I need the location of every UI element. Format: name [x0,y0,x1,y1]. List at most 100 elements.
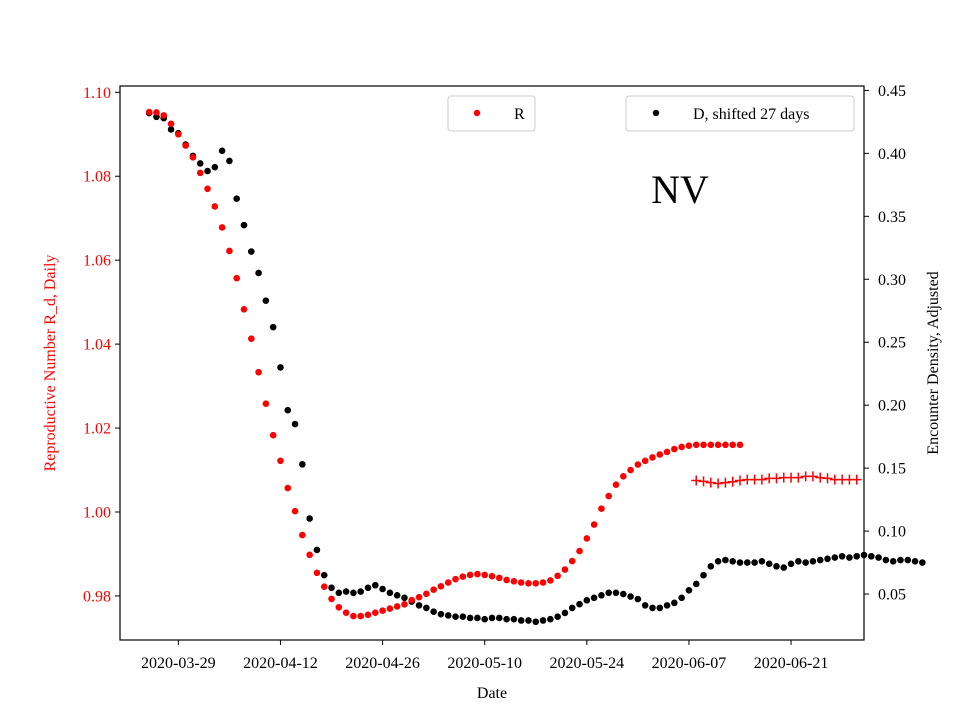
d-point [423,604,430,612]
r-point [656,451,664,458]
right-y-tick-label: 0.20 [878,398,906,415]
d-point [415,602,423,609]
d-point [568,604,576,612]
r-point [561,566,569,573]
left-y-axis-label: Reproductive Number R_d, Daily [42,255,59,472]
d-point [627,593,634,600]
r-point [598,505,605,512]
r-point [525,580,532,587]
r-point [415,593,423,601]
d-point [583,597,591,604]
r-projected-point [756,474,767,485]
r-projected-point [822,473,833,484]
x-axis-label: Date [477,685,507,702]
r-projected-point [713,478,724,489]
r-point [517,579,525,586]
d-point [649,604,656,612]
d-point [904,556,912,564]
d-point [517,617,525,624]
r-point [342,609,350,617]
d-point [255,269,262,277]
d-point [867,552,875,560]
d-point [576,600,583,608]
d-point [269,323,277,331]
x-tick-label: 2020-05-10 [447,655,522,672]
d-point [846,554,853,561]
x-tick-label: 2020-04-12 [243,655,318,672]
d-point [671,599,678,607]
d-point [386,589,394,597]
r-point [488,572,496,580]
r-point [269,431,277,439]
d-point [335,589,343,597]
r-point [474,570,481,578]
r-point [240,305,248,313]
d-point [313,546,321,554]
d-point [539,617,547,624]
right-y-tick-label: 0.15 [878,461,906,478]
r-projected-point [727,476,738,487]
d-point [277,364,284,371]
r-point [357,612,365,620]
d-point [714,558,722,565]
d-point [554,613,561,621]
d-point [882,556,890,564]
d-point [897,556,904,564]
r-point [408,596,416,604]
r-point [320,583,328,590]
r-point [189,154,197,161]
d-point [795,558,802,565]
r-point [678,443,685,451]
r-point [182,142,189,149]
r-point [277,457,284,465]
r-point [262,400,270,408]
r-projected-point [705,477,716,488]
d-point [663,602,671,609]
r-point [393,603,401,610]
r-projected-point [851,474,862,485]
r-point [612,481,620,489]
d-point [437,610,445,618]
right-y-axis-ticks: 0.05 0.10 0.15 0.20 0.25 0.30 0.35 0.40 0.45 [864,83,906,604]
r-point [423,590,430,598]
r-point [685,442,693,449]
r-point [539,579,547,586]
d-point [853,552,861,560]
series-r-projected-marks [691,471,862,489]
r-point [153,109,160,116]
r-point [700,441,707,449]
r-point [583,535,591,542]
r-point [590,521,598,528]
d-point [619,590,627,598]
d-point [889,558,897,565]
d-point [780,564,788,571]
r-point [233,274,241,282]
d-point [590,594,598,602]
legend-r-marker [473,109,481,117]
r-point [692,441,700,449]
right-y-tick-label: 0.10 [878,524,906,541]
d-point [641,602,649,609]
d-point [824,555,831,563]
r-point [313,569,321,577]
r-projected-point [698,476,709,487]
r-point [663,448,671,456]
r-projected-point [691,475,702,486]
r-point [444,579,452,586]
r-point [291,507,299,515]
d-point [532,618,540,626]
r-point [226,247,233,255]
left-y-tick-label: 1.04 [83,337,111,354]
right-y-tick-label: 0.45 [878,83,906,100]
r-point [452,575,459,583]
r-point [175,130,182,138]
left-y-tick-label: 1.06 [83,253,111,270]
d-point [736,559,744,566]
d-point [240,221,248,229]
r-projected-point [815,472,826,483]
r-point [299,531,306,539]
d-point [211,163,219,171]
r-point [204,185,211,193]
d-point [430,608,437,615]
d-point [299,461,306,468]
